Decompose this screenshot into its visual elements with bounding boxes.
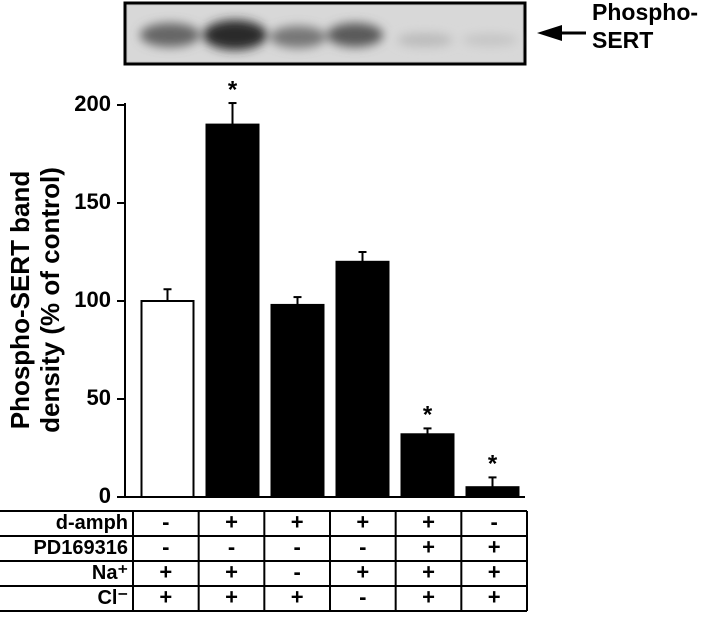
blot-image: [123, 1, 527, 66]
significance-mark: *: [488, 451, 498, 478]
condition-cell: +: [225, 509, 238, 534]
condition-cell: -: [359, 534, 366, 559]
condition-cell: -: [491, 509, 498, 534]
condition-cell: +: [225, 559, 238, 584]
y-tick-label: 200: [74, 91, 111, 116]
bar: [205, 123, 260, 498]
condition-cell: +: [291, 509, 304, 534]
y-axis-label: Phospho-SERT band: [5, 171, 35, 430]
condition-cell: +: [488, 584, 501, 609]
condition-cell: +: [422, 509, 435, 534]
condition-cell: -: [294, 559, 301, 584]
condition-cell: +: [159, 559, 172, 584]
condition-label: d-amph: [56, 512, 128, 534]
condition-label: Na⁺: [92, 562, 128, 584]
blot-arrow: [537, 25, 586, 41]
condition-cell: -: [294, 534, 301, 559]
condition-cell: +: [291, 584, 304, 609]
y-tick-label: 100: [74, 287, 111, 312]
condition-cell: -: [162, 534, 169, 559]
y-tick-label: 0: [99, 483, 111, 508]
blot-label: SERT: [592, 27, 653, 53]
bar: [140, 300, 195, 498]
condition-label: Cl⁻: [97, 587, 128, 609]
y-tick-label: 50: [87, 385, 111, 410]
condition-cell: +: [422, 584, 435, 609]
condition-cell: +: [356, 509, 369, 534]
condition-cell: -: [228, 534, 235, 559]
condition-cell: +: [159, 584, 172, 609]
bar: [270, 303, 325, 499]
bar: [400, 433, 455, 498]
y-tick-label: 150: [74, 189, 111, 214]
condition-cell: +: [225, 584, 238, 609]
blot-label: Phospho-: [592, 0, 698, 25]
condition-label: PD169316: [33, 537, 128, 559]
significance-mark: *: [228, 76, 238, 103]
y-axis-label: density (% of control): [35, 167, 65, 433]
condition-cell: -: [162, 509, 169, 534]
condition-cell: -: [359, 584, 366, 609]
condition-cell: +: [356, 559, 369, 584]
condition-cell: +: [488, 559, 501, 584]
condition-cell: +: [422, 559, 435, 584]
condition-cell: +: [422, 534, 435, 559]
bar: [335, 260, 390, 498]
significance-mark: *: [423, 402, 433, 429]
bar: [465, 486, 520, 499]
condition-cell: +: [488, 534, 501, 559]
